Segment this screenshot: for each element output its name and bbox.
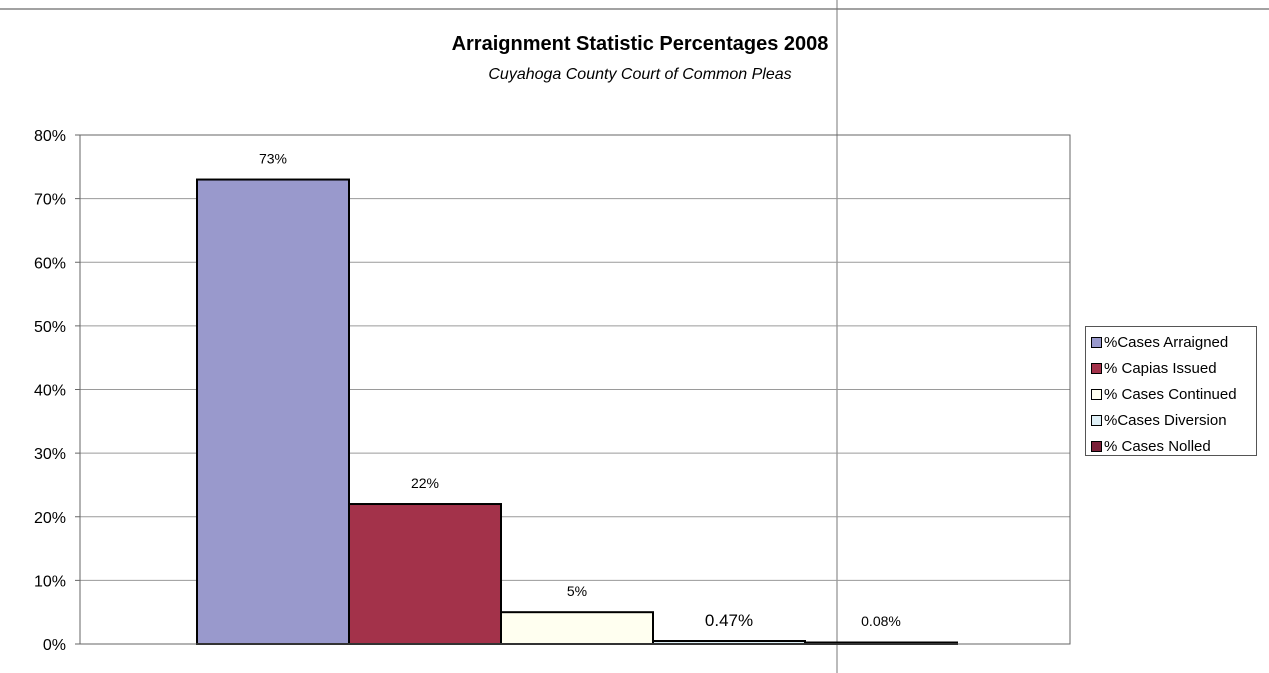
data-label: 73% (259, 151, 287, 167)
plot-area-border (79, 134, 1071, 645)
data-label: 5% (567, 583, 587, 599)
legend-swatch (1091, 336, 1102, 348)
chart-title: Arraignment Statistic Percentages 2008 (452, 33, 829, 55)
legend-swatch (1091, 414, 1102, 426)
bar (196, 178, 350, 645)
legend-label: % Cases Continued (1104, 385, 1237, 403)
legend-item: % Cases Nolled (1091, 433, 1256, 459)
y-tick-label: 60% (34, 255, 66, 272)
data-label: 22% (411, 475, 439, 491)
data-label: 0.08% (861, 613, 901, 629)
legend-label: % Capias Issued (1104, 359, 1217, 377)
legend-label: % Cases Nolled (1104, 437, 1211, 455)
y-axis: 0% 10% 20% 30% 40% 50% 60% 70% 80% (34, 128, 80, 654)
bars (196, 178, 958, 646)
legend-item: % Cases Continued (1091, 381, 1256, 407)
y-tick-label: 20% (34, 510, 66, 527)
legend-swatch (1091, 440, 1102, 452)
legend-swatch (1091, 362, 1102, 374)
y-tick-label: 50% (34, 319, 66, 336)
legend-swatch (1091, 388, 1102, 400)
y-tick-label: 70% (34, 192, 66, 209)
data-labels: 73% 22% 5% 0.47% 0.08% (259, 151, 901, 630)
y-tick-label: 30% (34, 446, 66, 463)
chart-subtitle: Cuyahoga County Court of Common Pleas (488, 66, 791, 83)
legend-label: %Cases Arraigned (1104, 333, 1229, 351)
legend-item: %Cases Diversion (1091, 407, 1256, 433)
y-tick-label: 40% (34, 383, 66, 400)
data-label: 0.47% (705, 611, 753, 630)
legend-item: % Capias Issued (1091, 355, 1256, 381)
bar (348, 503, 502, 645)
legend-label: %Cases Diversion (1104, 411, 1227, 429)
y-tick-label: 0% (43, 637, 66, 654)
bar (500, 611, 654, 645)
legend-item: %Cases Arraigned (1091, 329, 1256, 355)
y-tick-label: 80% (34, 128, 66, 145)
y-tick-label: 10% (34, 573, 66, 590)
legend: %Cases Arraigned % Capias Issued % Cases C… (1085, 326, 1257, 456)
